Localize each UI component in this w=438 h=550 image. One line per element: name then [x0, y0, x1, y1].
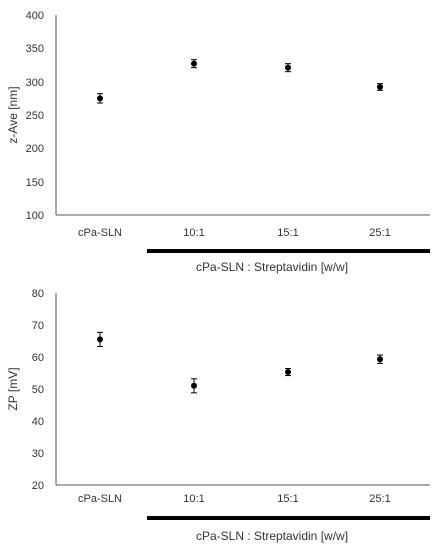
y-tick-label: 80 [32, 288, 44, 300]
y-axis-title: ZP [mV] [6, 367, 20, 410]
y-tick-label: 20 [32, 480, 44, 492]
data-point [191, 60, 197, 67]
zave-chart: 400 350 300 250 200 150 100 z-Ave [nm] c… [6, 10, 430, 274]
data-point [97, 336, 103, 343]
y-axis-title: z-Ave [nm] [6, 86, 20, 143]
zp-chart: 80 70 60 50 40 30 20 ZP [mV] cPa-SLN 10:… [6, 288, 430, 543]
x-tick-label: cPa-SLN [78, 493, 122, 505]
x-tick-label: cPa-SLN [78, 227, 122, 239]
data-series [97, 331, 383, 394]
data-point [285, 369, 291, 376]
data-point [97, 95, 103, 102]
y-tick-label: 60 [32, 352, 44, 364]
y-tick-label: 30 [32, 448, 44, 460]
x-tick-label: 25:1 [369, 227, 390, 239]
y-tick-label: 40 [32, 416, 44, 428]
group-label: cPa-SLN : Streptavidin [w/w] [196, 260, 348, 274]
y-tick-label: 350 [26, 43, 44, 55]
data-series [97, 59, 383, 104]
data-point [377, 84, 383, 90]
y-tick-label: 250 [26, 110, 44, 122]
y-tick-label: 400 [26, 10, 44, 22]
x-tick-label: 10:1 [183, 493, 204, 505]
data-point [377, 356, 383, 363]
y-tick-label: 50 [32, 384, 44, 396]
y-tick-label: 100 [26, 210, 44, 222]
y-tick-label: 300 [26, 77, 44, 89]
x-tick-label: 25:1 [369, 493, 390, 505]
y-tick-label: 200 [26, 143, 44, 155]
x-tick-label: 10:1 [183, 227, 204, 239]
data-point [191, 382, 197, 389]
data-point [285, 64, 291, 71]
group-label: cPa-SLN : Streptavidin [w/w] [196, 529, 348, 543]
x-tick-label: 15:1 [277, 227, 298, 239]
y-tick-label: 150 [26, 177, 44, 189]
y-tick-label: 70 [32, 320, 44, 332]
x-tick-label: 15:1 [277, 493, 298, 505]
